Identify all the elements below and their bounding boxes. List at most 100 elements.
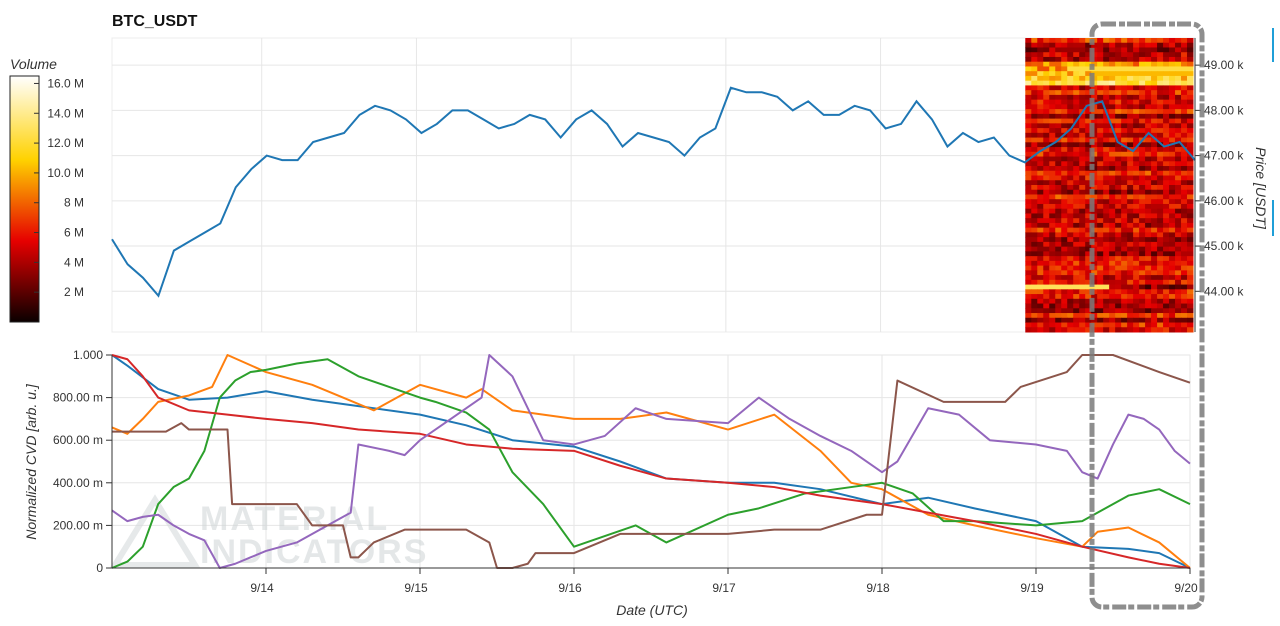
heatmap-cell (1043, 147, 1050, 153)
heatmap-cell (1127, 256, 1134, 262)
heatmap-cell (1103, 42, 1110, 48)
heatmap-cell (1073, 194, 1080, 200)
heatmap-cell (1103, 313, 1110, 319)
heatmap-cell (1103, 128, 1110, 134)
heatmap-cell (1043, 113, 1050, 120)
heatmap-cell (1061, 56, 1068, 63)
heatmap-cell (1151, 56, 1158, 63)
heatmap-cell (1133, 166, 1140, 172)
heatmap-cell (1067, 90, 1074, 96)
heatmap-cell (1055, 80, 1062, 86)
heatmap-cell (1121, 185, 1128, 191)
heatmap-cell (1043, 71, 1050, 77)
heatmap-cell (1145, 246, 1152, 252)
heatmap-cell (1025, 298, 1032, 305)
heatmap-cell (1121, 246, 1128, 252)
price-tick-label: 47.00 k (1204, 149, 1244, 163)
heatmap-cell (1187, 199, 1194, 205)
heatmap-cell (1085, 256, 1092, 262)
heatmap-cell (1115, 99, 1122, 105)
heatmap-cell (1133, 303, 1140, 309)
heatmap-cell (1097, 303, 1104, 309)
heatmap-cell (1061, 289, 1068, 295)
heatmap-cell (1163, 175, 1170, 181)
heatmap-cell (1187, 175, 1194, 181)
heatmap-cell (1085, 113, 1092, 120)
heatmap-cell (1043, 56, 1050, 63)
heatmap-cell (1097, 142, 1104, 148)
heatmap-cell (1043, 327, 1050, 333)
heatmap-cell (1037, 308, 1044, 314)
heatmap-cell (1133, 265, 1140, 271)
heatmap-cell (1103, 175, 1110, 181)
heatmap-cell (1181, 170, 1188, 177)
heatmap-cell (1079, 227, 1086, 233)
heatmap-cell (1169, 52, 1176, 58)
heatmap-cell (1025, 118, 1032, 124)
heatmap-cell (1175, 99, 1182, 105)
heatmap-cell (1157, 47, 1164, 53)
heatmap-cell (1121, 56, 1128, 63)
heatmap-cell (1049, 185, 1056, 191)
heatmap-cell (1169, 189, 1176, 195)
heatmap-cell (1049, 128, 1056, 134)
heatmap-cell (1055, 170, 1062, 177)
heatmap-cell (1169, 66, 1176, 72)
heatmap-cell (1163, 38, 1170, 44)
heatmap-cell (1157, 113, 1164, 120)
heatmap-cell (1115, 246, 1122, 252)
heatmap-cell (1163, 256, 1170, 262)
heatmap-cell (1151, 132, 1158, 139)
heatmap-cell (1115, 303, 1122, 309)
heatmap-cell (1067, 147, 1074, 153)
heatmap-cell (1151, 222, 1158, 229)
heatmap-cell (1103, 260, 1110, 267)
heatmap-cell (1025, 142, 1032, 148)
heatmap-cell (1145, 213, 1152, 219)
heatmap-cell (1175, 275, 1182, 281)
heatmap-cell (1109, 166, 1116, 172)
heatmap-cell (1163, 113, 1170, 120)
heatmap-cell (1187, 317, 1194, 324)
heatmap-cell (1067, 289, 1074, 295)
heatmap-cell (1109, 232, 1116, 238)
heatmap-cell (1169, 317, 1176, 324)
heatmap-cell (1109, 185, 1116, 191)
heatmap-cell (1043, 298, 1050, 305)
heatmap-cell (1097, 222, 1104, 229)
heatmap-cell (1175, 232, 1182, 238)
heatmap-cell (1187, 241, 1194, 248)
heatmap-cell (1031, 194, 1038, 200)
heatmap-cell (1097, 123, 1104, 129)
heatmap-cell (1031, 104, 1038, 110)
heatmap-cell (1103, 137, 1110, 143)
heatmap-cell (1175, 75, 1182, 82)
heatmap-cell (1145, 275, 1152, 281)
heatmap-cell (1163, 303, 1170, 309)
heatmap-cell (1103, 113, 1110, 120)
heatmap-cell (1097, 294, 1104, 300)
heatmap-cell (1073, 166, 1080, 172)
heatmap-cell (1097, 289, 1104, 295)
heatmap-cell (1031, 303, 1038, 309)
heatmap-cell (1043, 99, 1050, 105)
heatmap-cell (1037, 99, 1044, 105)
heatmap-cell (1037, 175, 1044, 181)
heatmap-cell (1043, 222, 1050, 229)
heatmap-cell (1157, 203, 1164, 210)
heatmap-cell (1067, 142, 1074, 148)
heatmap-cell (1139, 270, 1146, 276)
heatmap-cell (1061, 222, 1068, 229)
heatmap-cell (1109, 327, 1116, 333)
heatmap-cell (1025, 194, 1032, 200)
heatmap-cell (1115, 75, 1122, 82)
heatmap-cell (1187, 227, 1194, 233)
heatmap-cell (1127, 284, 1134, 290)
heatmap-cell (1085, 308, 1092, 314)
heatmap-cell (1067, 85, 1074, 91)
heatmap-cell (1115, 213, 1122, 219)
heatmap-cell (1139, 218, 1146, 224)
heatmap-cell (1145, 260, 1152, 267)
heatmap-cell (1151, 170, 1158, 177)
heatmap-cell (1175, 279, 1182, 286)
